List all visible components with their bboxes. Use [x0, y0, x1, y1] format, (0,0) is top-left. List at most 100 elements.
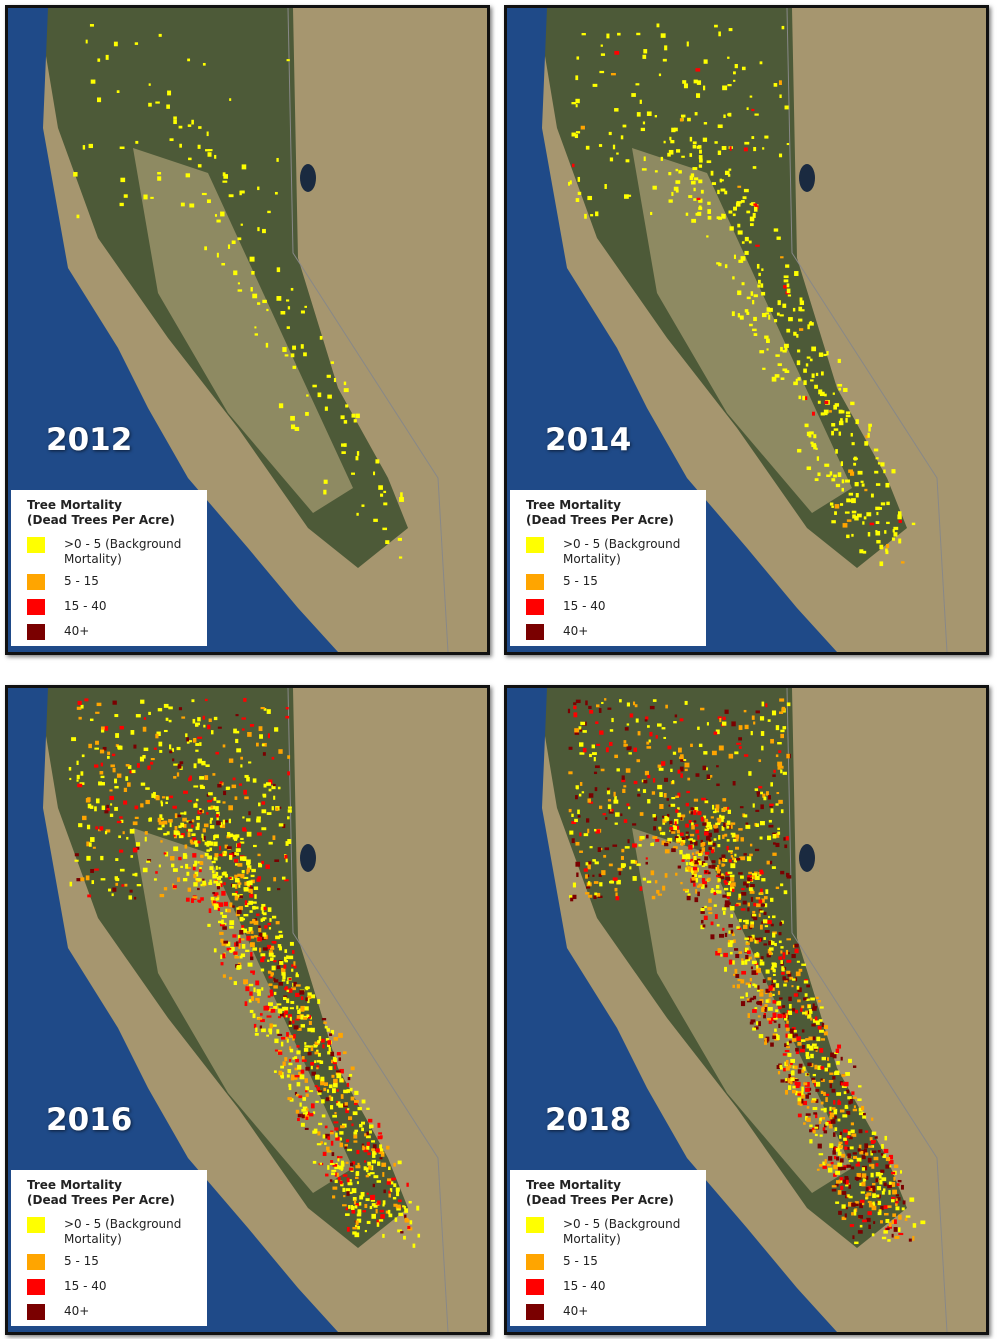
mortality-patch	[767, 719, 771, 722]
mortality-patch	[332, 1088, 336, 1094]
mortality-patch	[208, 908, 212, 914]
mortality-patch	[721, 146, 727, 150]
mortality-patch	[173, 119, 177, 125]
mortality-patch	[748, 871, 753, 875]
mortality-patch	[696, 867, 699, 872]
mortality-patch	[722, 910, 726, 915]
mortality-patch	[359, 1123, 363, 1128]
mortality-patch	[741, 282, 745, 286]
mortality-patch	[743, 853, 747, 856]
mortality-patch	[697, 858, 701, 861]
mortality-patch	[271, 1024, 277, 1027]
mortality-patch	[579, 850, 583, 853]
mortality-patch	[749, 95, 753, 98]
mortality-patch	[723, 880, 727, 883]
mortality-patch	[262, 795, 267, 798]
mortality-patch	[364, 1146, 368, 1150]
mortality-patch	[852, 514, 856, 519]
mortality-patch	[750, 730, 753, 736]
mortality-patch	[654, 880, 658, 884]
mortality-patch	[226, 846, 232, 849]
mortality-patch	[785, 949, 789, 955]
mortality-patch	[163, 852, 167, 855]
mortality-patch	[362, 1210, 367, 1213]
mortality-patch	[379, 1209, 384, 1213]
mortality-patch	[880, 1153, 884, 1156]
mortality-patch	[347, 1191, 353, 1194]
mortality-patch	[209, 879, 212, 883]
mortality-patch	[268, 1028, 273, 1033]
mortality-patch	[839, 1131, 843, 1137]
mortality-patch	[306, 1014, 310, 1018]
mortality-patch	[355, 1172, 358, 1177]
mortality-patch	[701, 878, 706, 883]
mortality-patch	[879, 1179, 883, 1185]
mortality-patch	[304, 1078, 308, 1083]
mortality-patch	[810, 1100, 816, 1103]
mortality-patch	[747, 907, 750, 912]
mortality-patch	[287, 816, 290, 820]
mortality-patch	[82, 145, 86, 150]
mortality-patch	[852, 1108, 858, 1112]
mortality-patch	[811, 1077, 816, 1081]
mortality-patch	[104, 810, 109, 814]
mortality-patch	[694, 824, 699, 827]
mortality-patch	[223, 850, 227, 854]
central-valley	[632, 148, 852, 513]
mortality-patch	[621, 775, 625, 780]
mortality-patch	[785, 1059, 789, 1065]
mortality-patch	[284, 1015, 288, 1018]
mortality-patch	[389, 1188, 393, 1193]
mortality-patch	[242, 827, 247, 832]
mortality-patch	[575, 841, 580, 846]
mortality-patch	[579, 782, 583, 786]
mortality-patch	[199, 810, 203, 813]
mortality-patch	[691, 876, 696, 881]
mortality-patch	[305, 411, 309, 416]
mortality-patch	[369, 1205, 373, 1210]
mortality-patch	[166, 104, 170, 109]
mortality-patch	[748, 771, 752, 776]
mortality-patch	[832, 392, 835, 395]
mortality-patch	[810, 379, 814, 382]
mortality-patch	[333, 1036, 338, 1041]
mortality-patch	[310, 1065, 313, 1070]
mortality-patch	[860, 480, 864, 483]
mortality-patch	[147, 765, 151, 770]
mortality-patch	[893, 532, 898, 537]
mortality-patch	[738, 201, 742, 204]
mortality-patch	[73, 172, 78, 177]
mortality-patch	[778, 750, 782, 754]
mortality-patch	[768, 795, 771, 800]
mortality-patch	[797, 1093, 801, 1096]
mortality-patch	[169, 750, 173, 754]
mortality-patch	[655, 734, 658, 739]
mortality-patch	[317, 1052, 321, 1057]
mortality-patch	[340, 1167, 343, 1171]
mortality-patch	[757, 1000, 763, 1005]
mortality-patch	[100, 727, 105, 733]
mortality-patch	[751, 108, 755, 112]
mortality-patch	[845, 1207, 848, 1210]
mortality-patch	[338, 1103, 341, 1108]
mortality-patch	[342, 1204, 347, 1207]
mortality-patch	[758, 786, 763, 789]
mortality-patch	[843, 1091, 847, 1095]
mortality-patch	[716, 783, 720, 787]
mortality-patch	[740, 996, 745, 999]
mortality-patch	[867, 1200, 872, 1203]
mortality-patch	[787, 972, 792, 977]
mortality-patch	[114, 785, 119, 789]
mortality-patch	[685, 889, 689, 893]
mortality-patch	[187, 887, 192, 892]
mortality-patch	[767, 1018, 772, 1021]
mortality-patch	[95, 826, 99, 830]
mortality-patch	[116, 90, 120, 93]
legend-swatch	[526, 1304, 544, 1320]
mortality-patch	[123, 800, 128, 805]
mortality-patch	[894, 1164, 899, 1169]
mortality-patch	[350, 1206, 355, 1210]
mortality-patch	[106, 808, 110, 812]
mortality-patch	[201, 760, 206, 766]
mortality-patch	[301, 1059, 307, 1062]
